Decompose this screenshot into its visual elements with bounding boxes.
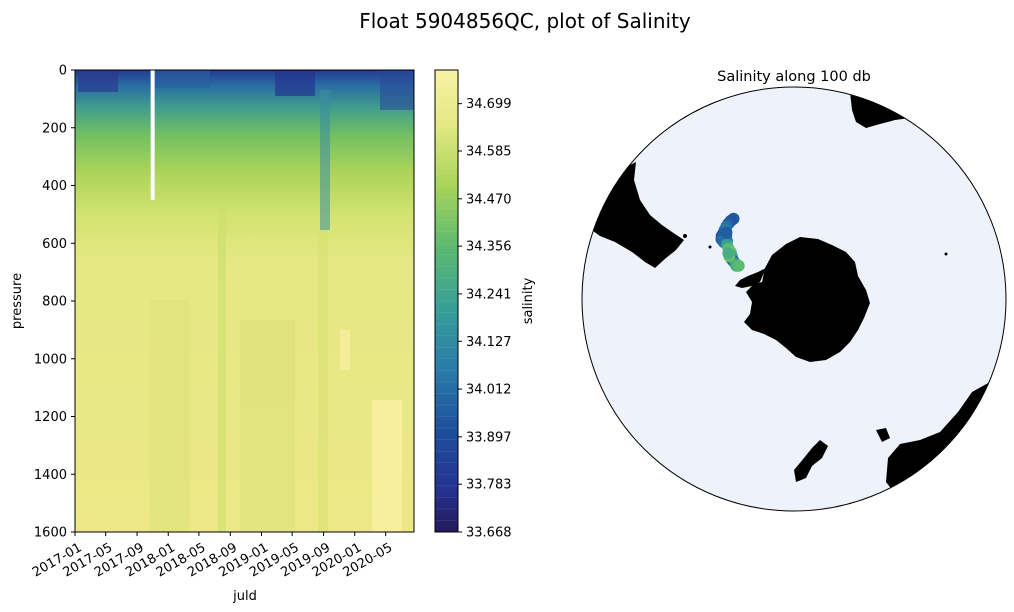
- y-tick-label: 800: [42, 295, 67, 310]
- colorbar-label: salinity: [521, 277, 536, 324]
- land-new-zealand: [794, 440, 828, 482]
- y-tick-label: 400: [42, 179, 67, 194]
- colorbar-frame: [434, 69, 459, 533]
- surface-fresh-patches: [78, 70, 414, 230]
- land-antarctica: [744, 237, 870, 362]
- colorbar: 33.668 33.783 33.897 34.012 34.127 34.241 34.3…: [434, 69, 536, 541]
- y-tick-label: 1200: [34, 410, 67, 425]
- y-axis-label: pressure: [10, 273, 25, 329]
- colorbar-tick-label: 33.897: [466, 430, 512, 445]
- colorbar-tick-label: 34.012: [466, 383, 512, 398]
- colorbar-tick-label: 34.699: [466, 97, 512, 112]
- colorbar-ticks: 33.668 33.783 33.897 34.012 34.127 34.241 34.3…: [458, 97, 512, 541]
- land-tasmania: [876, 428, 890, 442]
- colorbar-tick-label: 34.470: [466, 192, 512, 207]
- land-island: [944, 252, 948, 256]
- y-tick-label: 1600: [34, 526, 67, 541]
- y-tick-label: 0: [59, 64, 67, 79]
- salinity-field: [75, 70, 414, 532]
- x-axis-label: juld: [232, 589, 257, 604]
- figure-title: Float 5904856QC, plot of Salinity: [359, 9, 691, 33]
- salinity-section-plot: 0 200 400 600 800 1000 1200 1400 1600 2017-01201…: [10, 64, 415, 604]
- colorbar-tick-label: 34.356: [466, 240, 512, 255]
- deep-streaks: [150, 200, 402, 532]
- land-africa: [850, 92, 910, 128]
- map-boundary: [581, 86, 1007, 512]
- colorbar-tick-label: 34.585: [466, 145, 512, 160]
- section-y-axis: 0 200 400 600 800 1000 1200 1400 1600: [34, 64, 75, 541]
- data-gap: [150, 70, 155, 200]
- float-positions: [715, 212, 745, 272]
- y-tick-label: 1400: [34, 468, 67, 483]
- colorbar-tick-label: 34.241: [466, 287, 512, 302]
- float-position-point: [732, 259, 745, 272]
- colorbar-tick-label: 34.127: [466, 335, 512, 350]
- section-x-axis: 2017-012017-052017-092018-012018-052018-…: [30, 532, 395, 581]
- colorbar-bands: [435, 81, 458, 521]
- land-island: [683, 234, 687, 238]
- float-position-point: [720, 226, 733, 239]
- land-antarctic-peninsula: [735, 268, 766, 288]
- colorbar-gradient: [435, 70, 458, 532]
- land-island: [708, 245, 712, 249]
- y-tick-label: 200: [42, 121, 67, 136]
- float-position-point: [722, 247, 735, 260]
- colorbar-tick-label: 33.783: [466, 478, 512, 493]
- float-track-map: Salinity along 100 db: [581, 69, 1007, 512]
- colorbar-tick-label: 33.668: [466, 526, 512, 541]
- y-tick-label: 1000: [34, 352, 67, 367]
- map-title: Salinity along 100 db: [717, 69, 871, 85]
- y-tick-label: 600: [42, 237, 67, 252]
